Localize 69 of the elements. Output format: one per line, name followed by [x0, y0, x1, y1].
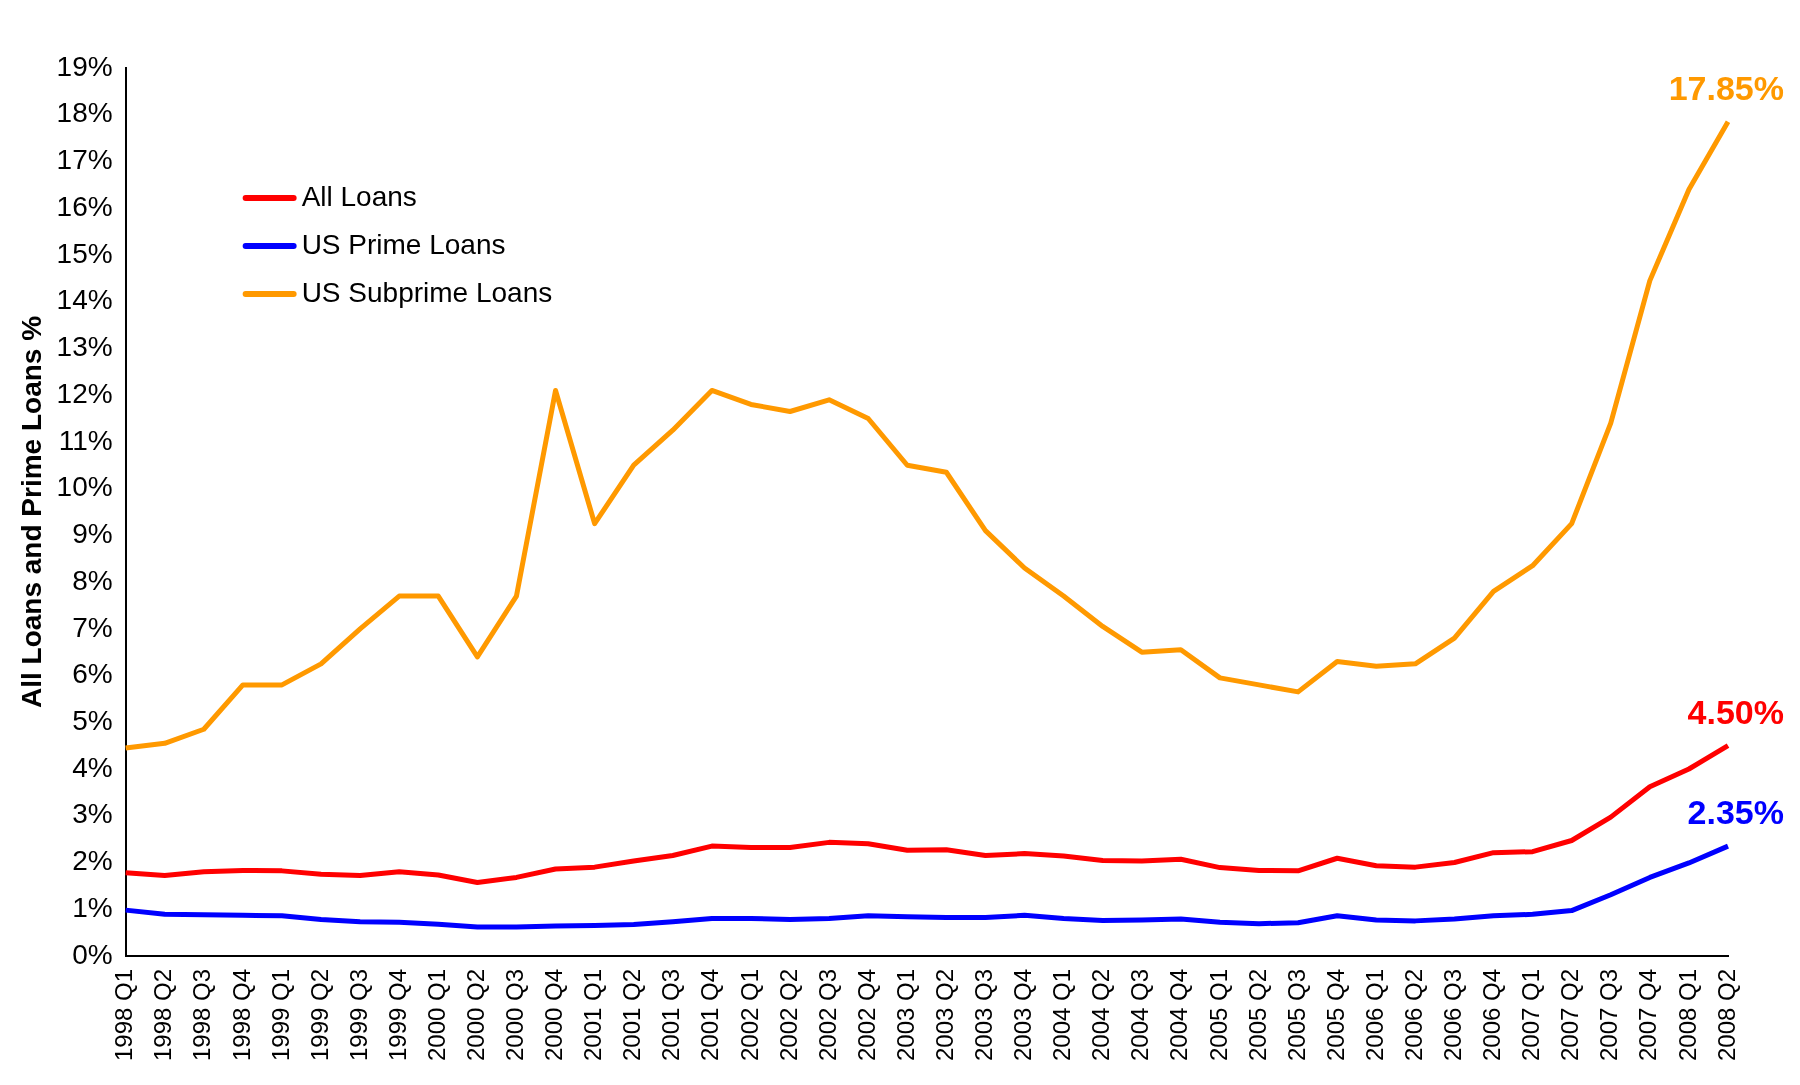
x-tick-label: 2005 Q4	[1321, 968, 1349, 1061]
data-label: 4.50%	[1687, 693, 1784, 731]
x-tick-label: 2001 Q4	[696, 968, 724, 1061]
x-tick-label: 2002 Q1	[735, 968, 763, 1061]
x-tick-label: 2007 Q3	[1595, 968, 1623, 1061]
x-tick-label: 1998 Q3	[188, 968, 216, 1061]
x-tick-label: 1998 Q1	[110, 968, 138, 1061]
x-tick-label: 2005 Q1	[1204, 968, 1232, 1061]
x-tick-label: 2001 Q1	[579, 968, 607, 1061]
y-tick-label: 19%	[56, 50, 113, 82]
x-tick-label: 1999 Q4	[383, 968, 411, 1061]
x-tick-label: 2004 Q2	[1087, 968, 1115, 1061]
y-axis-title: All Loans and Prime Loans %	[15, 315, 47, 709]
x-tick-label: 2003 Q4	[1009, 968, 1037, 1061]
y-tick-label: 6%	[72, 658, 113, 690]
y-tick-label: 2%	[72, 845, 113, 877]
x-tick-label: 2008 Q2	[1712, 968, 1740, 1061]
y-tick-label: 10%	[56, 471, 113, 503]
data-label: 17.85%	[1668, 69, 1785, 108]
y-tick-label: 17%	[56, 144, 113, 176]
x-tick-label: 2002 Q4	[852, 968, 880, 1061]
data-label: 2.35%	[1687, 793, 1784, 832]
x-tick-label: 1998 Q4	[227, 968, 255, 1061]
x-tick-label: 2005 Q3	[1282, 968, 1310, 1061]
y-tick-label: 8%	[72, 564, 113, 596]
x-tick-label: 1998 Q2	[149, 968, 177, 1061]
x-tick-label: 2005 Q2	[1243, 968, 1271, 1061]
y-tick-label: 16%	[56, 190, 113, 222]
x-tick-label: 2003 Q1	[891, 968, 919, 1061]
x-tick-label: 2007 Q4	[1634, 968, 1662, 1061]
x-tick-label: 2003 Q2	[930, 968, 958, 1061]
x-tick-label: 2006 Q2	[1399, 968, 1427, 1061]
y-tick-label: 4%	[72, 751, 113, 783]
x-tick-label: 2002 Q2	[774, 968, 802, 1061]
x-tick-label: 2004 Q1	[1048, 968, 1076, 1061]
legend-label: All Loans	[301, 180, 417, 212]
y-tick-label: 7%	[72, 611, 113, 643]
x-tick-label: 1999 Q3	[344, 968, 372, 1061]
y-tick-label: 12%	[56, 377, 113, 409]
x-tick-label: 2000 Q1	[422, 968, 450, 1061]
x-tick-label: 2006 Q1	[1360, 968, 1388, 1061]
x-tick-label: 2004 Q3	[1126, 968, 1154, 1061]
legend-label: US Subprime Loans	[301, 276, 553, 308]
x-tick-label: 2007 Q1	[1517, 968, 1545, 1061]
x-tick-label: 1999 Q1	[266, 968, 294, 1061]
y-tick-label: 1%	[72, 891, 113, 923]
x-tick-label: 2001 Q3	[657, 968, 685, 1061]
x-tick-label: 2008 Q1	[1673, 968, 1701, 1061]
x-tick-label: 2007 Q2	[1556, 968, 1584, 1061]
x-tick-label: 2006 Q3	[1439, 968, 1467, 1061]
y-tick-label: 5%	[72, 704, 113, 736]
x-tick-label: 2004 Q4	[1165, 968, 1193, 1061]
y-tick-label: 0%	[72, 938, 113, 970]
x-tick-label: 1999 Q2	[305, 968, 333, 1061]
y-tick-label: 9%	[72, 518, 113, 550]
y-tick-label: 15%	[56, 237, 113, 269]
x-tick-label: 2000 Q3	[501, 968, 529, 1061]
x-tick-label: 2000 Q4	[540, 968, 568, 1061]
x-tick-label: 2003 Q3	[970, 968, 998, 1061]
y-tick-label: 14%	[56, 284, 113, 316]
y-tick-label: 3%	[72, 798, 113, 830]
y-tick-label: 18%	[56, 97, 113, 129]
x-tick-label: 2006 Q4	[1478, 968, 1506, 1061]
legend-label: US Prime Loans	[301, 228, 506, 260]
y-tick-label: 13%	[56, 331, 113, 363]
y-tick-label: 11%	[58, 424, 113, 456]
x-tick-label: 2002 Q3	[813, 968, 841, 1061]
x-tick-label: 2000 Q2	[462, 968, 489, 1061]
x-tick-label: 2001 Q2	[618, 968, 646, 1061]
